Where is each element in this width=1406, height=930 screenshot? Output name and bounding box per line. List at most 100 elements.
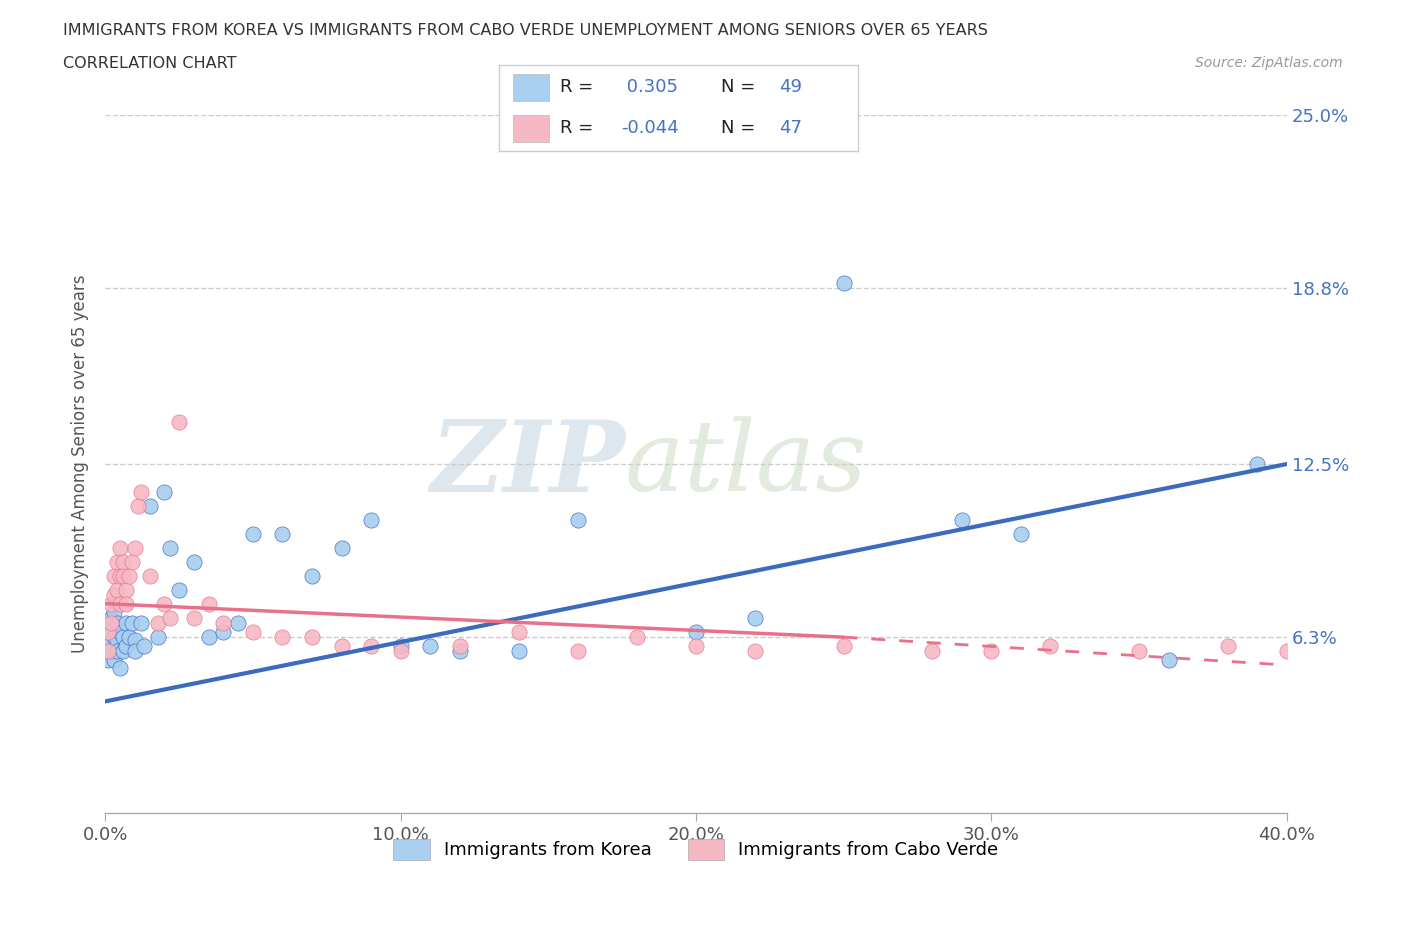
Point xyxy=(508,644,530,658)
Point xyxy=(118,630,141,644)
Point xyxy=(97,638,120,653)
Point xyxy=(105,616,128,631)
Point xyxy=(105,632,128,647)
Point xyxy=(111,630,134,644)
Point xyxy=(108,540,131,555)
Point xyxy=(121,554,143,569)
Point xyxy=(153,596,176,611)
Point xyxy=(127,498,149,513)
Point xyxy=(159,610,181,625)
Point xyxy=(330,540,353,555)
Point xyxy=(100,616,122,631)
Point xyxy=(159,540,181,555)
Point xyxy=(183,554,205,569)
Text: N =: N = xyxy=(721,78,755,97)
Point xyxy=(105,644,128,658)
Point xyxy=(921,644,943,658)
Point xyxy=(212,616,235,631)
Point xyxy=(1216,638,1239,653)
Point xyxy=(105,582,128,597)
Point xyxy=(100,596,122,611)
Point xyxy=(111,568,134,583)
Point xyxy=(449,638,471,653)
Text: atlas: atlas xyxy=(626,417,868,512)
Point xyxy=(183,610,205,625)
Text: Source: ZipAtlas.com: Source: ZipAtlas.com xyxy=(1195,56,1343,70)
Point xyxy=(132,638,155,653)
Point xyxy=(950,512,973,527)
Text: 47: 47 xyxy=(779,119,801,138)
Point xyxy=(124,632,146,647)
Point xyxy=(389,644,412,658)
Point xyxy=(148,616,170,631)
Point xyxy=(103,568,125,583)
Point xyxy=(226,616,249,631)
Point xyxy=(100,610,122,625)
Point xyxy=(103,652,125,667)
Text: CORRELATION CHART: CORRELATION CHART xyxy=(63,56,236,71)
Point xyxy=(121,616,143,631)
Point xyxy=(115,616,138,631)
Point xyxy=(330,638,353,653)
Text: IMMIGRANTS FROM KOREA VS IMMIGRANTS FROM CABO VERDE UNEMPLOYMENT AMONG SENIORS O: IMMIGRANTS FROM KOREA VS IMMIGRANTS FROM… xyxy=(63,23,988,38)
Point xyxy=(197,630,219,644)
Point xyxy=(118,568,141,583)
FancyBboxPatch shape xyxy=(513,73,550,101)
Point xyxy=(197,596,219,611)
Point xyxy=(138,498,160,513)
Point xyxy=(685,624,707,639)
Point xyxy=(111,644,134,658)
Point xyxy=(271,630,294,644)
Text: -0.044: -0.044 xyxy=(621,119,679,138)
Text: ZIP: ZIP xyxy=(430,416,626,512)
Point xyxy=(1039,638,1062,653)
Point xyxy=(980,644,1002,658)
Point xyxy=(1010,526,1032,541)
Point xyxy=(103,604,125,619)
Point xyxy=(449,644,471,658)
Point xyxy=(111,554,134,569)
Point xyxy=(626,630,648,644)
Point xyxy=(242,526,264,541)
Point xyxy=(212,624,235,639)
Point xyxy=(1246,457,1268,472)
Point xyxy=(301,630,323,644)
Point xyxy=(97,644,120,658)
Point xyxy=(167,415,190,430)
FancyBboxPatch shape xyxy=(513,114,550,142)
Point xyxy=(1275,644,1298,658)
Point xyxy=(508,624,530,639)
Point xyxy=(115,638,138,653)
Point xyxy=(1157,652,1180,667)
Point xyxy=(744,610,766,625)
Text: N =: N = xyxy=(721,119,755,138)
Point xyxy=(108,660,131,675)
Text: R =: R = xyxy=(560,119,593,138)
Y-axis label: Unemployment Among Seniors over 65 years: Unemployment Among Seniors over 65 years xyxy=(72,274,89,653)
Point xyxy=(115,596,138,611)
Point xyxy=(419,638,441,653)
Point xyxy=(271,526,294,541)
Point xyxy=(832,275,855,290)
Point xyxy=(105,554,128,569)
Point xyxy=(100,644,122,658)
Point xyxy=(97,652,120,667)
Point xyxy=(124,644,146,658)
Point xyxy=(129,485,152,499)
Point xyxy=(744,644,766,658)
Point xyxy=(108,596,131,611)
Point xyxy=(97,624,120,639)
Point xyxy=(360,638,382,653)
Legend: Immigrants from Korea, Immigrants from Cabo Verde: Immigrants from Korea, Immigrants from C… xyxy=(387,831,1005,867)
Point xyxy=(153,485,176,499)
Point xyxy=(108,568,131,583)
Point xyxy=(167,582,190,597)
Point xyxy=(138,568,160,583)
Point xyxy=(832,638,855,653)
Point xyxy=(242,624,264,639)
Point xyxy=(129,616,152,631)
Point xyxy=(115,582,138,597)
Point xyxy=(103,630,125,644)
Point xyxy=(685,638,707,653)
Point xyxy=(301,568,323,583)
